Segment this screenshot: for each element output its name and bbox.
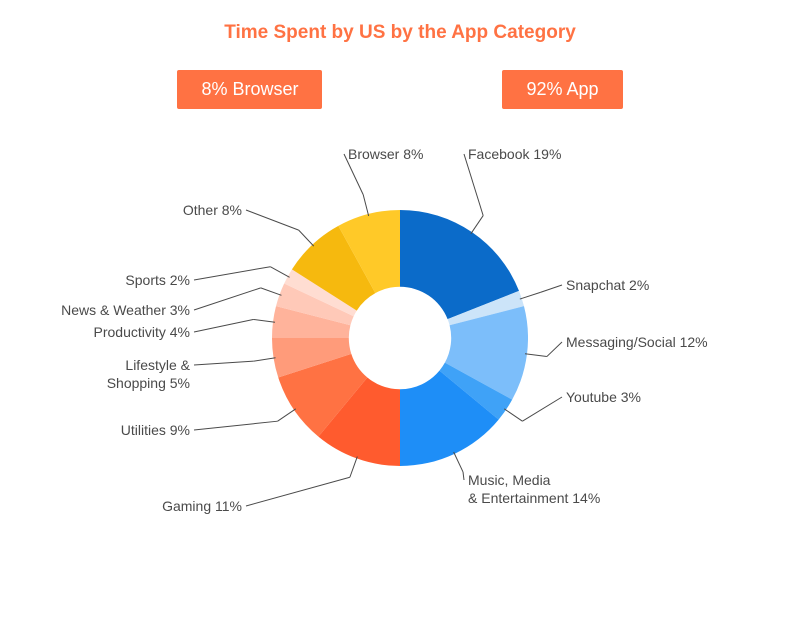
slice-label: Other 8%	[183, 202, 242, 220]
slice-label: Messaging/Social 12%	[566, 334, 708, 352]
slice-label: Sports 2%	[125, 272, 190, 290]
donut-svg	[272, 210, 528, 466]
slice-label: Music, Media& Entertainment 14%	[468, 472, 600, 507]
slice-label: Gaming 11%	[162, 498, 242, 516]
chart-title: Time Spent by US by the App Category	[0, 0, 800, 44]
slice-label: Lifestyle &Shopping 5%	[107, 357, 190, 392]
slice-label: Utilities 9%	[121, 422, 190, 440]
legend-browser: 8% Browser	[177, 70, 322, 109]
slice-label: Youtube 3%	[566, 389, 641, 407]
slice-label: Facebook 19%	[468, 146, 561, 164]
slice-label: Snapchat 2%	[566, 277, 649, 295]
slice-label: Productivity 4%	[94, 324, 190, 342]
slice-label: Browser 8%	[348, 146, 423, 164]
legend-app: 92% App	[502, 70, 622, 109]
legend-row: 8% Browser 92% App	[0, 70, 800, 109]
slice-label: News & Weather 3%	[61, 302, 190, 320]
donut-chart: Facebook 19% Snapchat 2% Messaging/Social …	[0, 130, 800, 610]
